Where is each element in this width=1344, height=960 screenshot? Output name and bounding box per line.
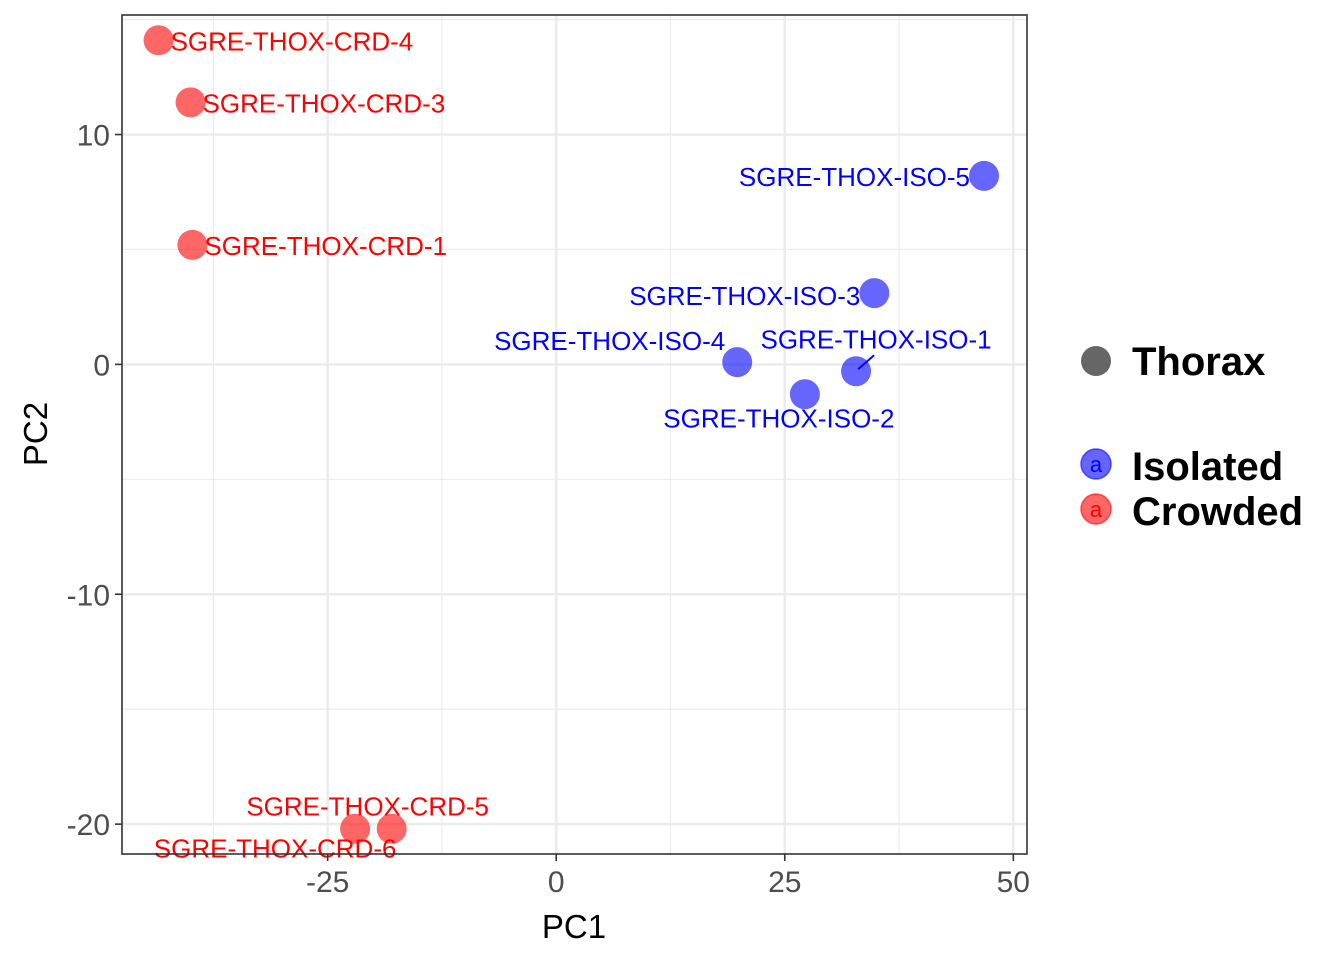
data-point-sgre-thox-crd-5 — [376, 813, 407, 844]
data-point-sgre-thox-crd-1 — [177, 229, 208, 260]
panel-border — [121, 14, 1028, 855]
y-tick-label: -10 — [67, 579, 110, 612]
point-label-sgre-thox-iso-5: SGRE-THOX-ISO-5 — [739, 162, 970, 192]
data-point-sgre-thox-crd-6 — [340, 813, 371, 844]
y-axis-ticks: -20 -10 0 10 — [67, 120, 122, 842]
x-tick-label: 25 — [768, 866, 801, 899]
data-point-sgre-thox-crd-4 — [143, 25, 174, 56]
x-axis-title: PC1 — [542, 908, 606, 945]
data-points — [143, 25, 1000, 844]
data-point-sgre-thox-iso-1 — [841, 356, 872, 387]
x-tick-label: -25 — [306, 866, 349, 899]
y-tick-label: -20 — [67, 809, 110, 842]
point-labels: SGRE-THOX-ISO-4 SGRE-THOX-ISO-1 SGRE-THOX-… — [154, 26, 992, 863]
point-label-sgre-thox-crd-1: SGRE-THOX-CRD-1 — [204, 231, 447, 261]
legend-label-crowded: Crowded — [1132, 490, 1303, 534]
legend-shape-key — [1081, 346, 1111, 376]
legend-label-isolated: Isolated — [1132, 445, 1283, 489]
legend: Thorax a Isolated a Crowded — [1080, 340, 1303, 534]
data-point-sgre-thox-iso-2 — [789, 379, 820, 410]
panel-background — [122, 15, 1027, 854]
point-label-sgre-thox-iso-3: SGRE-THOX-ISO-3 — [629, 281, 860, 311]
point-label-sgre-thox-crd-6: SGRE-THOX-CRD-6 — [154, 834, 397, 864]
y-axis-title: PC2 — [17, 402, 54, 466]
point-label-sgre-thox-iso-2: SGRE-THOX-ISO-2 — [663, 403, 894, 433]
x-tick-label: 50 — [997, 866, 1030, 899]
x-axis-ticks: -25 0 25 50 — [306, 854, 1030, 899]
point-label-sgre-thox-iso-4: SGRE-THOX-ISO-4 — [494, 326, 725, 356]
point-label-sgre-thox-iso-1: SGRE-THOX-ISO-1 — [760, 324, 991, 354]
legend-item-crowded: a Crowded — [1080, 490, 1303, 534]
legend-key-isolated-glyph: a — [1090, 452, 1103, 477]
legend-key-crowded-glyph: a — [1090, 497, 1103, 522]
data-point-sgre-thox-iso-5 — [969, 160, 1000, 191]
data-point-sgre-thox-iso-4 — [722, 347, 753, 378]
major-gridlines — [122, 15, 1027, 854]
point-label-sgre-thox-crd-3: SGRE-THOX-CRD-3 — [203, 88, 446, 118]
minor-gridlines — [122, 15, 1027, 854]
legend-key-isolated — [1080, 448, 1112, 480]
data-point-sgre-thox-crd-3 — [175, 87, 206, 118]
y-tick-label: 10 — [77, 120, 110, 153]
data-point-sgre-thox-iso-3 — [859, 278, 890, 309]
legend-shape-label: Thorax — [1132, 340, 1265, 384]
legend-key-crowded — [1080, 493, 1112, 525]
point-label-sgre-thox-crd-4: SGRE-THOX-CRD-4 — [171, 26, 414, 56]
legend-item-isolated: a Isolated — [1080, 445, 1283, 489]
x-tick-label: 0 — [548, 866, 565, 899]
y-tick-label: 0 — [93, 349, 110, 382]
point-label-sgre-thox-crd-5: SGRE-THOX-CRD-5 — [246, 792, 489, 822]
